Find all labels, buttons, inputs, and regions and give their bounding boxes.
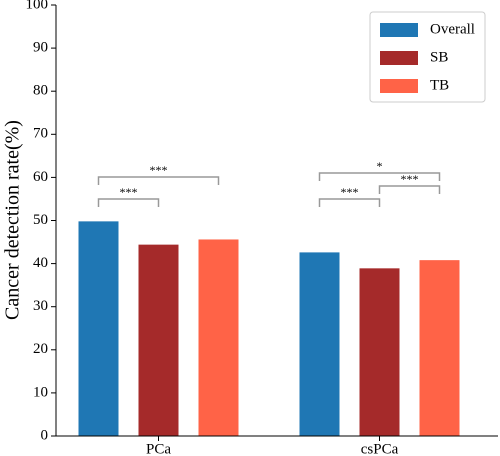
bar [419, 260, 460, 436]
y-tick-label: 50 [33, 212, 48, 228]
bar [138, 244, 179, 436]
legend-label: SB [430, 49, 448, 65]
significance-bracket [318, 172, 441, 181]
bar [359, 268, 400, 436]
significance-bracket [97, 198, 160, 207]
significance-label: *** [120, 185, 138, 199]
legend-label: TB [430, 77, 449, 93]
x-tick-label: PCa [146, 441, 171, 456]
legend-label: Overall [430, 21, 475, 37]
legend-swatch [380, 51, 418, 65]
legend-swatch [380, 23, 418, 37]
significance-bracket [378, 185, 441, 194]
significance-label: *** [150, 163, 168, 177]
bar [78, 221, 119, 436]
significance-bracket [318, 198, 381, 207]
significance-label: * [377, 159, 383, 173]
y-tick-label: 20 [33, 341, 48, 357]
y-tick-label: 10 [33, 384, 48, 400]
y-tick-label: 70 [33, 126, 48, 142]
significance-bracket [97, 176, 220, 185]
bar [299, 252, 340, 436]
y-tick-label: 40 [33, 255, 48, 271]
y-tick-label: 60 [33, 169, 48, 185]
y-tick-label: 90 [33, 40, 48, 56]
significance-label: *** [401, 172, 419, 186]
legend-swatch [380, 79, 418, 93]
bar [198, 239, 239, 436]
y-tick-label: 0 [41, 427, 49, 443]
significance-label: *** [341, 185, 359, 199]
y-tick-label: 30 [33, 298, 48, 314]
y-tick-label: 80 [33, 83, 48, 99]
y-tick-label: 100 [26, 0, 49, 12]
x-tick-label: csPCa [361, 441, 399, 456]
y-axis-label: Cancer detection rate(%) [2, 120, 24, 320]
